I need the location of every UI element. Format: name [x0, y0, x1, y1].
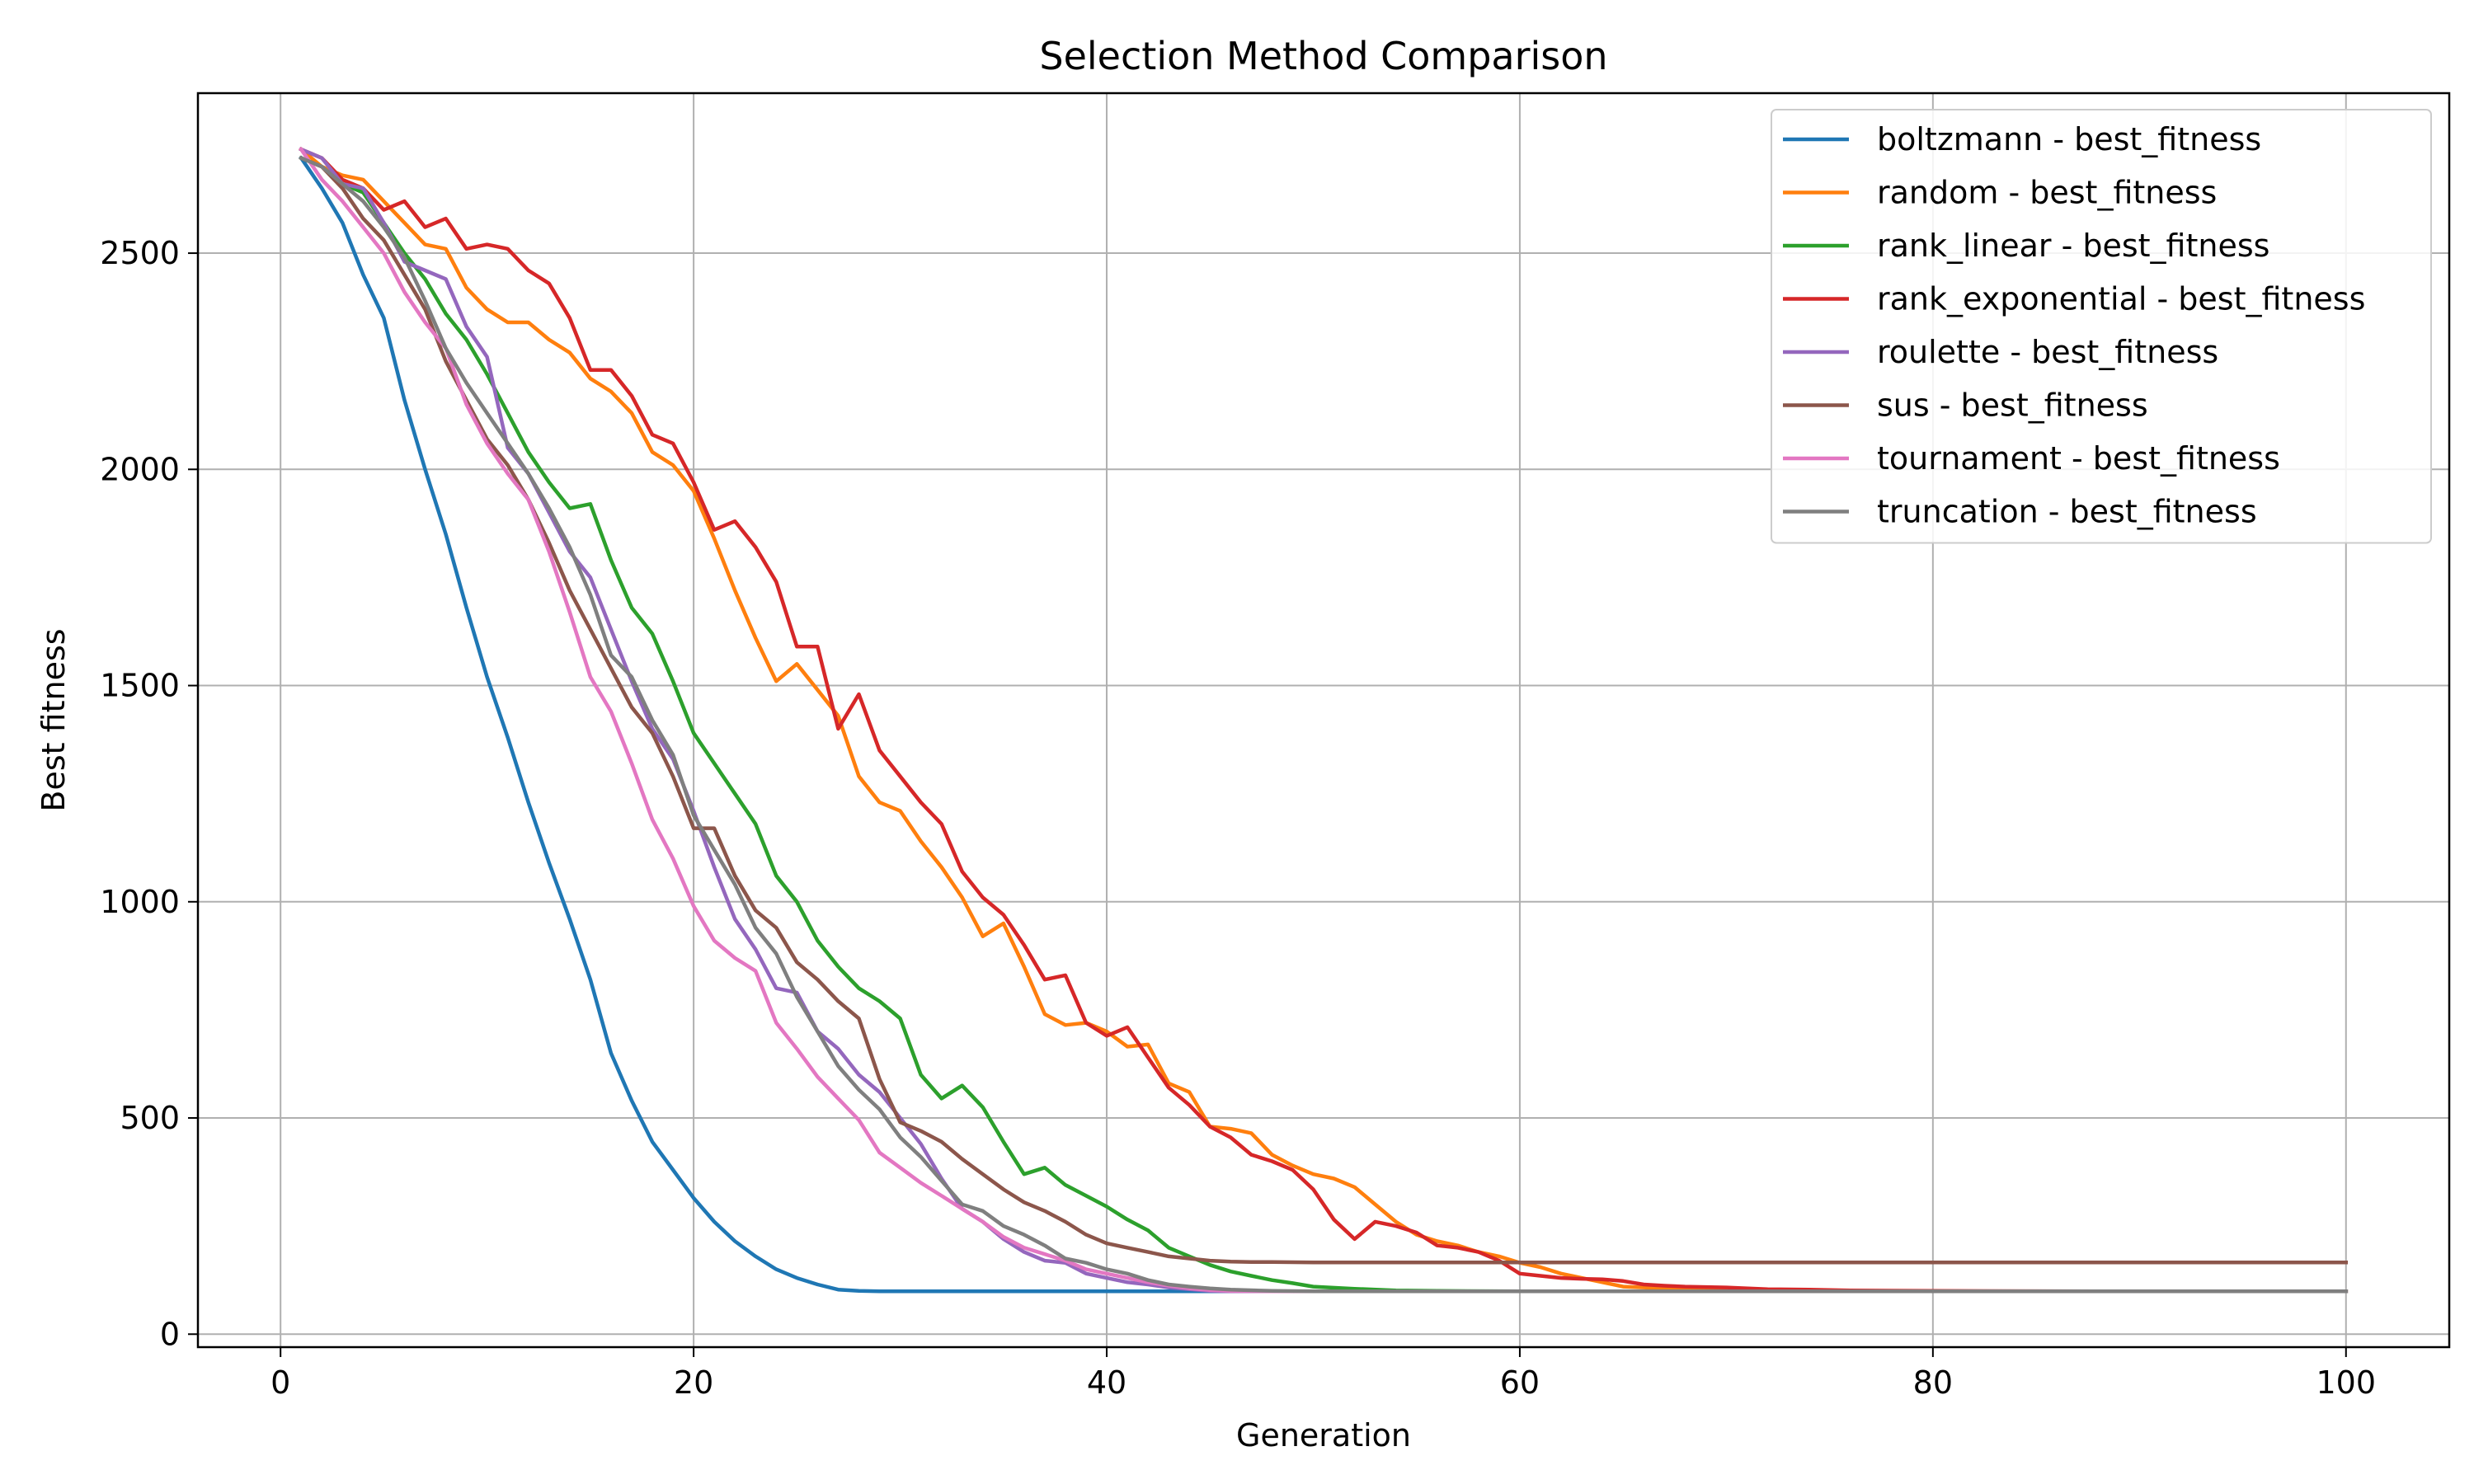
legend-label: truncation - best_fitness [1877, 494, 2257, 530]
x-tick-label: 100 [2316, 1364, 2377, 1401]
series-line-3 [299, 147, 2349, 1294]
x-tick: 80 [1913, 1347, 1953, 1401]
legend-label: boltzmann - best_fitness [1877, 121, 2261, 157]
legend-label: rank_linear - best_fitness [1877, 228, 2269, 264]
y-axis-label: Best fitness [35, 628, 72, 811]
series-line-5 [299, 155, 2349, 1265]
legend-entry: rank_linear - best_fitness [1783, 228, 2269, 264]
y-tick-label: 2000 [100, 451, 180, 487]
y-tick-label: 1500 [100, 668, 180, 704]
legend-label: tournament - best_fitness [1877, 440, 2280, 477]
legend-frame [1771, 109, 2432, 544]
y-tick: 500 [120, 1100, 198, 1136]
series-line-7 [299, 155, 2349, 1294]
legend-entry: rank_exponential - best_fitness [1783, 281, 2365, 317]
x-tick: 40 [1087, 1347, 1126, 1401]
x-tick: 0 [270, 1347, 290, 1401]
x-tick-label: 80 [1913, 1364, 1953, 1401]
x-tick: 60 [1500, 1347, 1540, 1401]
x-tick-label: 20 [674, 1364, 713, 1401]
legend-entry: sus - best_fitness [1783, 387, 2148, 424]
y-axis: 0 500 1000 1500 2000 2500 [100, 235, 198, 1352]
legend-entry: boltzmann - best_fitness [1783, 121, 2261, 157]
x-tick-label: 60 [1500, 1364, 1540, 1401]
legend-entry: random - best_fitness [1783, 175, 2217, 211]
x-tick: 100 [2316, 1347, 2377, 1401]
y-tick: 0 [160, 1316, 198, 1352]
x-tick: 20 [674, 1347, 713, 1401]
legend-entry: tournament - best_fitness [1783, 440, 2280, 477]
plot-area-frame [196, 92, 2451, 1349]
y-tick: 1500 [100, 668, 198, 704]
x-tick-label: 0 [270, 1364, 290, 1401]
legend-label: rank_exponential - best_fitness [1877, 281, 2365, 317]
chart-title: Selection Method Comparison [1039, 34, 1607, 78]
series-line-0 [299, 155, 2349, 1294]
y-tick-label: 500 [120, 1100, 180, 1136]
y-tick: 1000 [100, 884, 198, 920]
legend-label: roulette - best_fitness [1877, 334, 2218, 370]
y-tick-label: 2500 [100, 235, 180, 271]
legend-entry: truncation - best_fitness [1783, 494, 2257, 530]
series-line-2 [299, 155, 2349, 1294]
x-axis-label: Generation [1236, 1417, 1411, 1453]
x-tick-label: 40 [1087, 1364, 1126, 1401]
legend-entry: roulette - best_fitness [1783, 334, 2218, 370]
y-tick: 2000 [100, 451, 198, 487]
y-tick: 2500 [100, 235, 198, 271]
x-axis: 0 20 40 60 80 100 [270, 1347, 2376, 1401]
y-tick-label: 1000 [100, 884, 180, 920]
series-layer [299, 147, 2349, 1294]
y-tick-label: 0 [160, 1316, 180, 1352]
legend-label: random - best_fitness [1877, 175, 2217, 211]
legend-label: sus - best_fitness [1877, 387, 2148, 424]
